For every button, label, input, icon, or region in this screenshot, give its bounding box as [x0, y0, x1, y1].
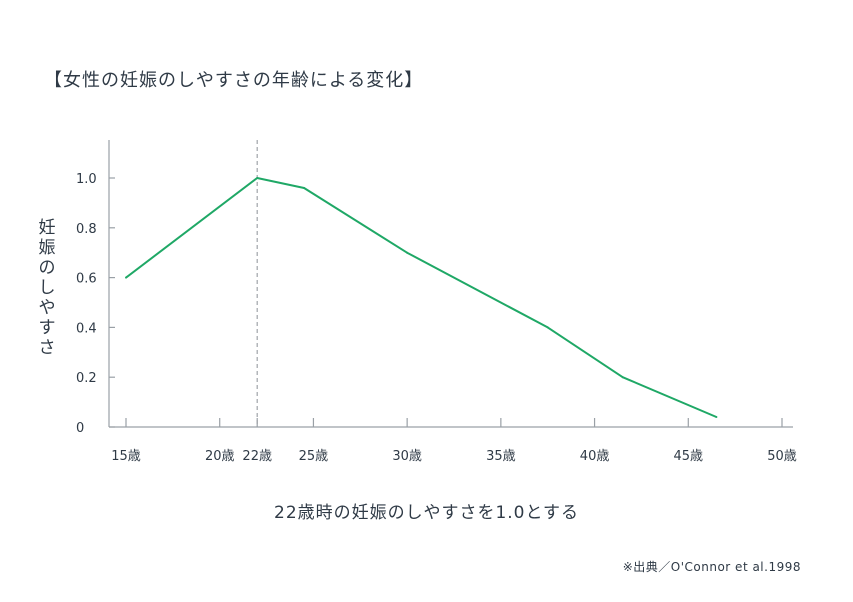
y-tick-label: 0.8: [76, 222, 97, 237]
source-citation: ※出典／O'Connor et al.1998: [622, 560, 801, 574]
series-line: [125, 177, 717, 418]
x-tick-label: 35歳: [486, 449, 516, 464]
axes: [108, 140, 793, 428]
x-tick-label: 25歳: [299, 449, 329, 464]
data-point: [546, 326, 549, 329]
data-point: [125, 276, 127, 279]
data-point: [406, 251, 409, 254]
y-tick-label: 0.4: [76, 321, 97, 336]
x-tick-label: 40歳: [580, 449, 610, 464]
data-point: [303, 186, 306, 189]
x-tick-label: 20歳: [205, 449, 235, 464]
data-point: [715, 416, 718, 419]
x-tick-label: 22歳: [242, 449, 272, 464]
x-tick-label: 15歳: [111, 449, 141, 464]
x-axis-ticks: 15歳 20歳 22歳 25歳 30歳 35歳 40歳 45歳 50歳: [111, 418, 797, 464]
x-tick-label: 45歳: [674, 449, 704, 464]
chart-title: 【女性の妊娠のしやすさの年齢による変化】: [44, 70, 424, 91]
y-tick-label: 0.6: [76, 272, 97, 287]
y-axis-label: 妊娠のしやすさ: [38, 218, 56, 358]
x-tick-label: 30歳: [392, 449, 422, 464]
y-axis-ticks: 0 0.2 0.4 0.6 0.8 1.0: [76, 172, 115, 436]
y-tick-label: 0.2: [76, 371, 97, 386]
data-point: [256, 177, 259, 179]
chart-note: 22歳時の妊娠のしやすさを1.0とする: [274, 503, 579, 523]
x-tick-label: 50歳: [767, 449, 797, 464]
data-point: [621, 376, 624, 379]
series-group: [125, 140, 718, 427]
y-tick-label: 1.0: [76, 172, 97, 187]
y-tick-label: 0: [76, 421, 84, 436]
